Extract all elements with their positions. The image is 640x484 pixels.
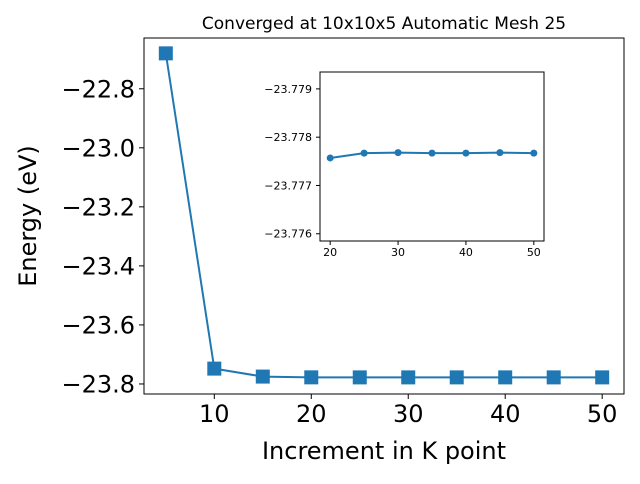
- inset-y-tick-label: −23.776: [264, 228, 312, 241]
- main-x-tick-label: 50: [587, 400, 618, 428]
- inset-data-point: [428, 149, 436, 157]
- inset-x-tick-label: 40: [459, 246, 473, 259]
- inset-data-point: [530, 149, 538, 157]
- main-y-tick-label: −23.4: [61, 253, 135, 281]
- inset-x-tick-label: 20: [323, 246, 337, 259]
- inset-data-point: [360, 149, 368, 157]
- main-y-ticks: −23.8 −23.6 −23.4 −23.2 −23.0 −22.8: [61, 75, 144, 399]
- main-x-tick-label: 10: [199, 400, 230, 428]
- inset-x-tick-label: 30: [391, 246, 405, 259]
- inset-y-tick-label: −23.777: [264, 179, 312, 192]
- inset-series: [326, 149, 538, 162]
- main-x-tick-label: 20: [296, 400, 327, 428]
- main-x-tick-label: 30: [393, 400, 424, 428]
- inset-y-ticks: −23.779 −23.778 −23.777 −23.776: [264, 83, 320, 241]
- main-data-point: [255, 369, 270, 384]
- main-axes: 10 20 30 40 50 −23.8 −23.6 −23.4 −23.2 −23.0 −22.…: [14, 14, 625, 465]
- inset-y-tick-label: −23.779: [264, 83, 312, 96]
- main-x-ticks: 10 20 30 40 50: [199, 394, 617, 428]
- inset-x-ticks: 20 30 40 50: [323, 241, 541, 259]
- x-axis-label: Increment in K point: [262, 437, 506, 465]
- inset-axes-frame: [319, 71, 545, 242]
- main-series-line: [164, 53, 603, 379]
- main-series: [158, 46, 610, 385]
- inset-axes: 20 30 40 50 −23.779 −23.778 −23.777 −23.776: [264, 71, 545, 259]
- main-y-tick-label: −22.8: [61, 75, 135, 103]
- chart-title: Converged at 10x10x5 Automatic Mesh 25: [202, 14, 566, 34]
- y-axis-label: Energy (eV): [14, 145, 42, 287]
- inset-data-point: [496, 149, 504, 157]
- main-data-point: [546, 370, 561, 385]
- main-data-point: [158, 46, 173, 61]
- main-data-point: [304, 370, 319, 385]
- inset-data-point: [326, 154, 334, 162]
- main-y-tick-label: −23.8: [61, 371, 135, 399]
- inset-x-tick-label: 50: [527, 246, 541, 259]
- main-y-tick-label: −23.2: [61, 193, 135, 221]
- main-data-point: [207, 361, 222, 376]
- main-y-tick-label: −23.0: [61, 134, 135, 162]
- inset-data-point: [394, 149, 402, 157]
- inset-data-point: [462, 149, 470, 157]
- main-data-point: [449, 370, 464, 385]
- main-data-point: [401, 370, 416, 385]
- main-x-tick-label: 40: [490, 400, 521, 428]
- main-data-point: [595, 370, 610, 385]
- inset-y-tick-label: −23.778: [264, 131, 312, 144]
- main-data-point: [352, 370, 367, 385]
- main-y-tick-label: −23.6: [61, 312, 135, 340]
- main-data-point: [498, 370, 513, 385]
- main-axes-frame: [143, 37, 625, 395]
